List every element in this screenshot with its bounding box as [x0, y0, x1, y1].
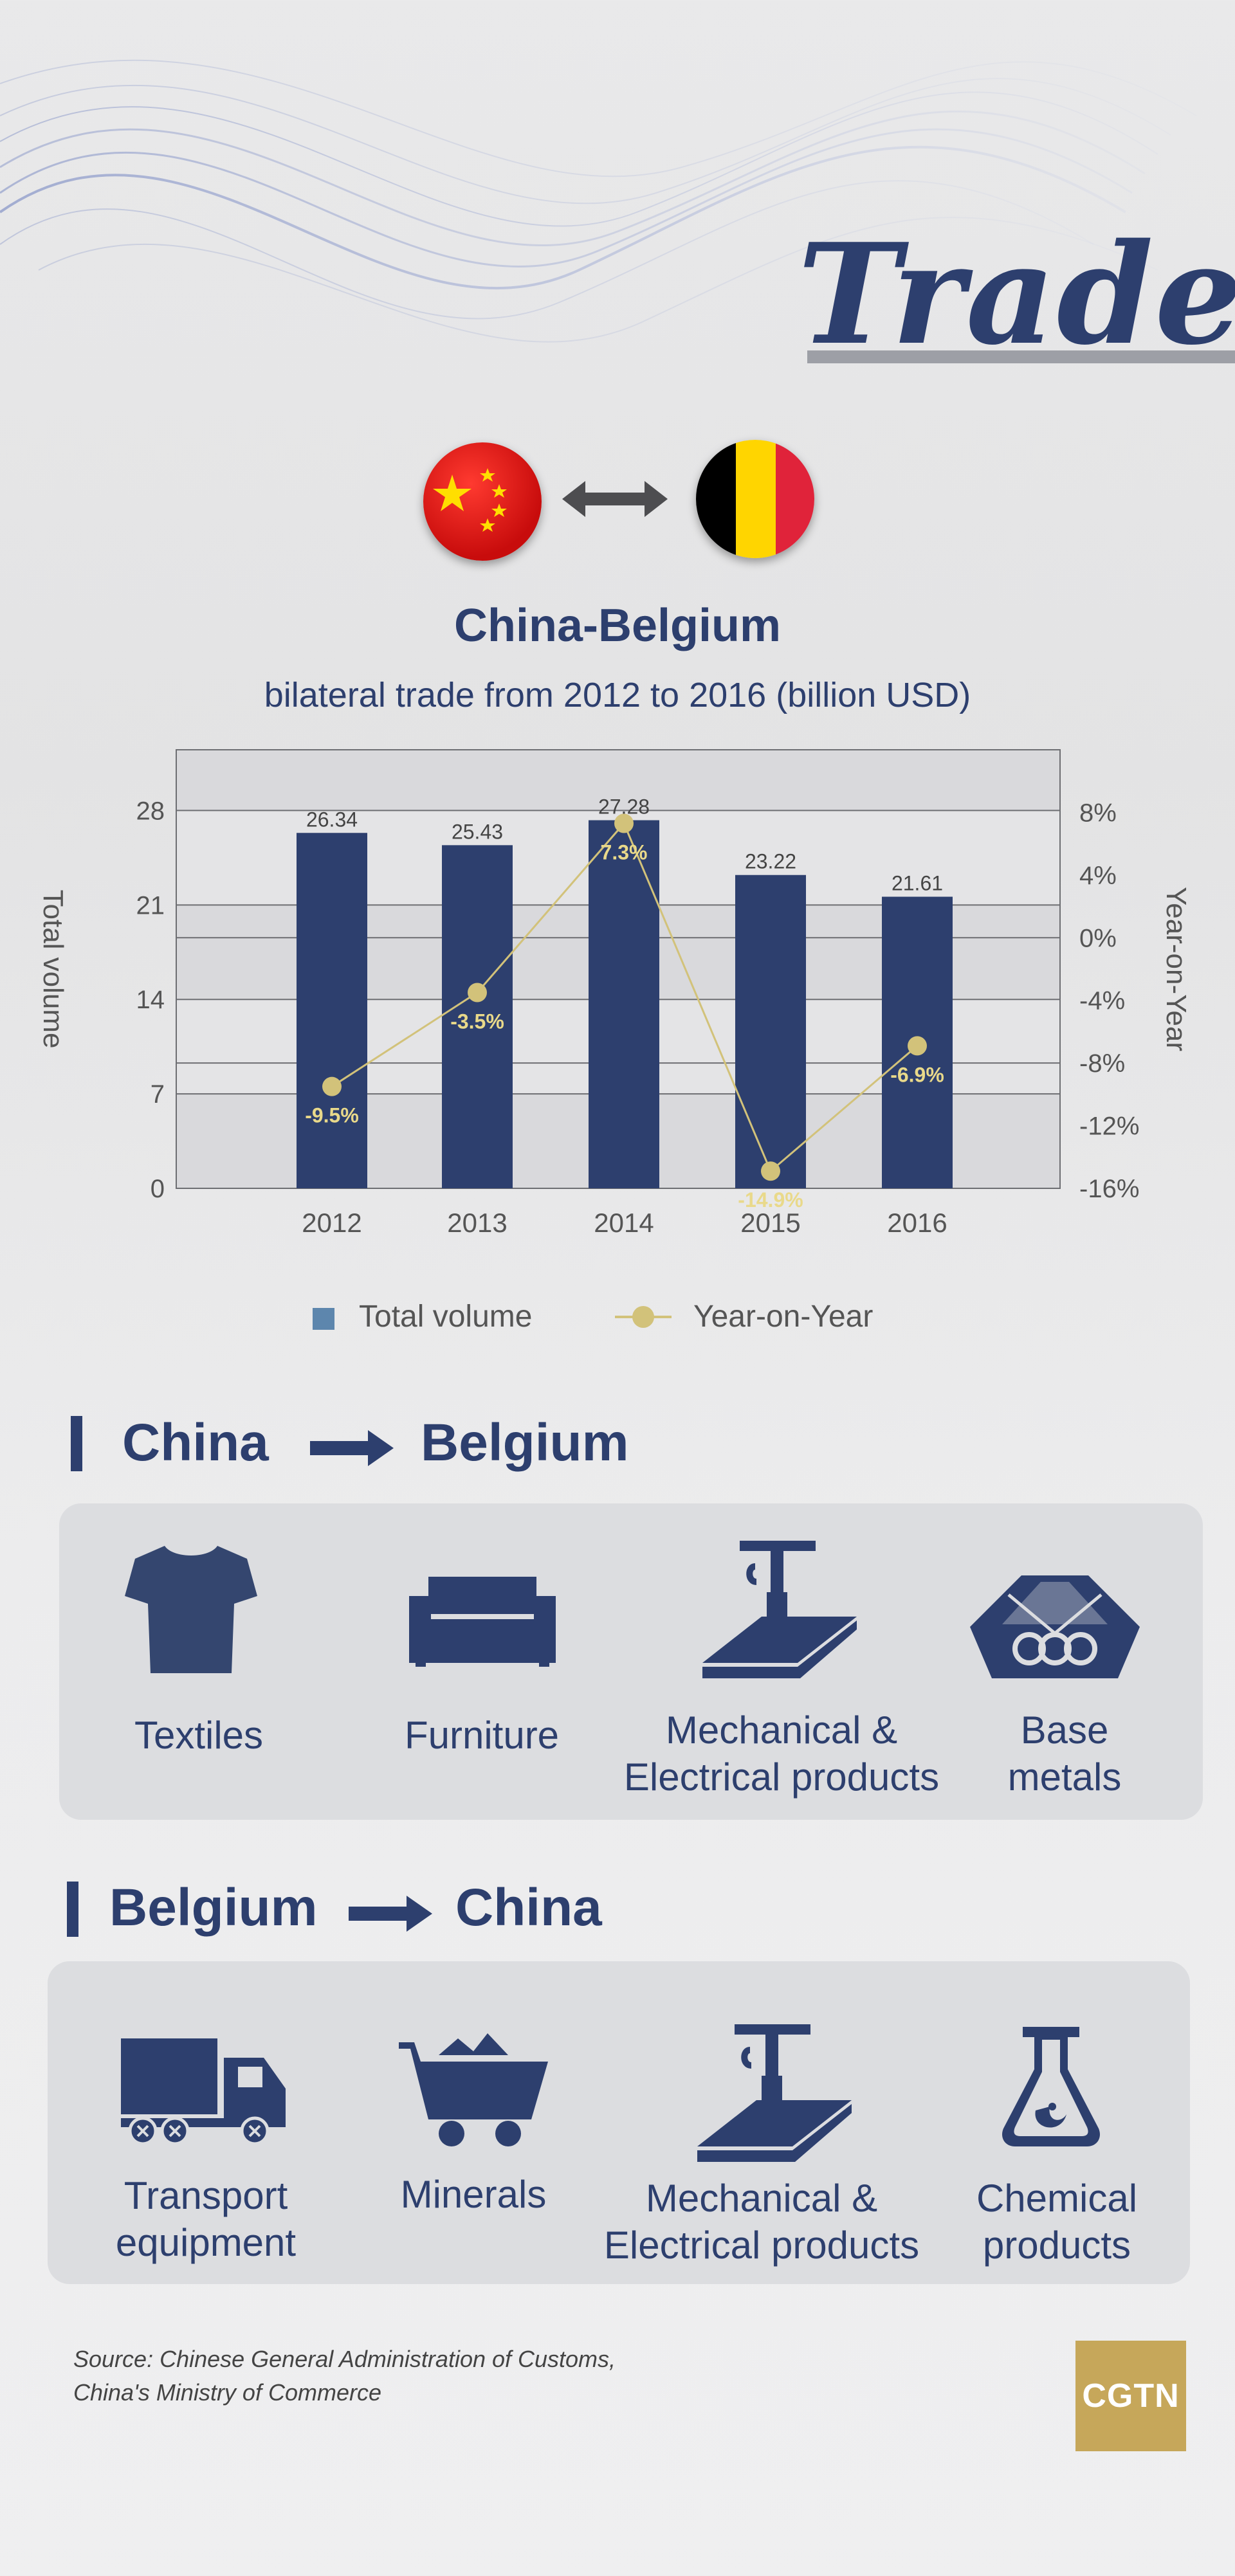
yoy-point — [908, 1036, 927, 1056]
title-underline — [807, 350, 1235, 363]
x-tick-label: 2015 — [740, 1208, 800, 1238]
y2-tick-label: -4% — [1079, 987, 1125, 1015]
truck-icon — [121, 2038, 286, 2145]
yoy-value-label: -3.5% — [450, 1010, 504, 1033]
yoy-point — [468, 983, 487, 1002]
plot-band — [176, 750, 1060, 811]
legend-label-total-volume: Total volume — [359, 1300, 533, 1334]
flask-icon — [1002, 2027, 1100, 2146]
section2-to: China — [455, 1878, 602, 1937]
belgium-flag — [696, 440, 814, 558]
yoy-value-label: -6.9% — [890, 1063, 944, 1086]
section1-label-mechanical: Mechanical & Electrical products — [623, 1709, 940, 1799]
steel-pipes-icon — [970, 1575, 1140, 1678]
chart-title: China-Belgium — [453, 600, 781, 651]
bar-value-label: 25.43 — [452, 820, 503, 843]
drill-machine-icon — [702, 1541, 857, 1678]
section1-arrow-icon — [310, 1430, 394, 1466]
y-tick-label: 28 — [136, 797, 165, 825]
section2-label-transport: Transport equipment — [115, 2174, 297, 2265]
yoy-value-label: -14.9% — [738, 1188, 803, 1211]
bar — [442, 845, 513, 1188]
y-tick-label: 0 — [151, 1175, 165, 1203]
section1-from: China — [122, 1413, 269, 1472]
yoy-value-label: 7.3% — [601, 840, 648, 864]
y-axis-label: Total volume — [37, 889, 69, 1048]
tshirt-icon — [125, 1546, 257, 1673]
y2-axis-label: Year-on-Year — [1160, 887, 1192, 1051]
china-flag — [423, 442, 542, 561]
yoy-point — [614, 813, 634, 833]
page-title: Trade — [798, 213, 1235, 376]
legend-swatch-line — [615, 1306, 672, 1328]
source-line1: Source: Chinese General Administration o… — [73, 2346, 616, 2372]
x-tick-label: 2014 — [594, 1208, 654, 1238]
bar — [589, 820, 659, 1188]
y-tick-label: 21 — [136, 891, 165, 920]
source-note: Source: Chinese General Administration o… — [73, 2343, 781, 2409]
y2-tick-label: 4% — [1079, 862, 1117, 890]
y2-tick-label: -12% — [1079, 1112, 1139, 1141]
china-flag-stars — [433, 468, 507, 532]
x-tick-label: 2012 — [302, 1208, 361, 1238]
trade-chart: 26.3425.4327.2823.2221.61-9.5%-3.5%7.3%-… — [37, 749, 1192, 1238]
yoy-point — [322, 1076, 342, 1096]
section2-label-minerals: Minerals — [400, 2173, 547, 2216]
y-tick-label: 14 — [136, 986, 165, 1014]
legend-label-year-on-year: Year-on-Year — [693, 1300, 874, 1334]
section1-accent-bar — [71, 1416, 82, 1471]
x-tick-label: 2016 — [887, 1208, 947, 1238]
chart-subtitle: bilateral trade from 2012 to 2016 (billi… — [264, 676, 971, 714]
sofa-icon — [409, 1577, 556, 1667]
bar-value-label: 26.34 — [306, 808, 358, 831]
x-tick-label: 2013 — [447, 1208, 507, 1238]
section2-accent-bar — [67, 1882, 78, 1937]
yoy-point — [761, 1161, 780, 1181]
bidirectional-arrow-icon — [562, 481, 668, 517]
bar-value-label: 23.22 — [745, 850, 796, 873]
y2-tick-label: -8% — [1079, 1049, 1125, 1078]
decorative-wave — [0, 59, 1197, 343]
drill-machine-icon — [697, 2024, 852, 2162]
section1-label-base-metals: Base metals — [1007, 1709, 1122, 1799]
bar — [735, 875, 806, 1188]
y-tick-label: 7 — [151, 1080, 165, 1109]
section2-from: Belgium — [109, 1878, 318, 1937]
bar-value-label: 21.61 — [892, 872, 943, 895]
y2-tick-label: 0% — [1079, 924, 1117, 952]
section1-label-textiles: Textiles — [134, 1714, 264, 1757]
section2-label-mechanical: Mechanical & Electrical products — [603, 2177, 920, 2267]
legend-swatch-bar — [313, 1308, 334, 1330]
source-line2: China's Ministry of Commerce — [73, 2379, 381, 2406]
yoy-value-label: -9.5% — [305, 1104, 359, 1127]
cgtn-logo: CGTN — [1075, 2341, 1186, 2451]
section1-label-furniture: Furniture — [404, 1714, 560, 1757]
section2-label-chemical: Chemical products — [976, 2177, 1138, 2267]
y2-tick-label: -16% — [1079, 1175, 1139, 1203]
bar — [297, 833, 367, 1188]
section1-to: Belgium — [421, 1413, 629, 1472]
y2-tick-label: 8% — [1079, 799, 1117, 827]
section2-arrow-icon — [349, 1896, 432, 1932]
mine-cart-icon — [399, 2033, 548, 2146]
